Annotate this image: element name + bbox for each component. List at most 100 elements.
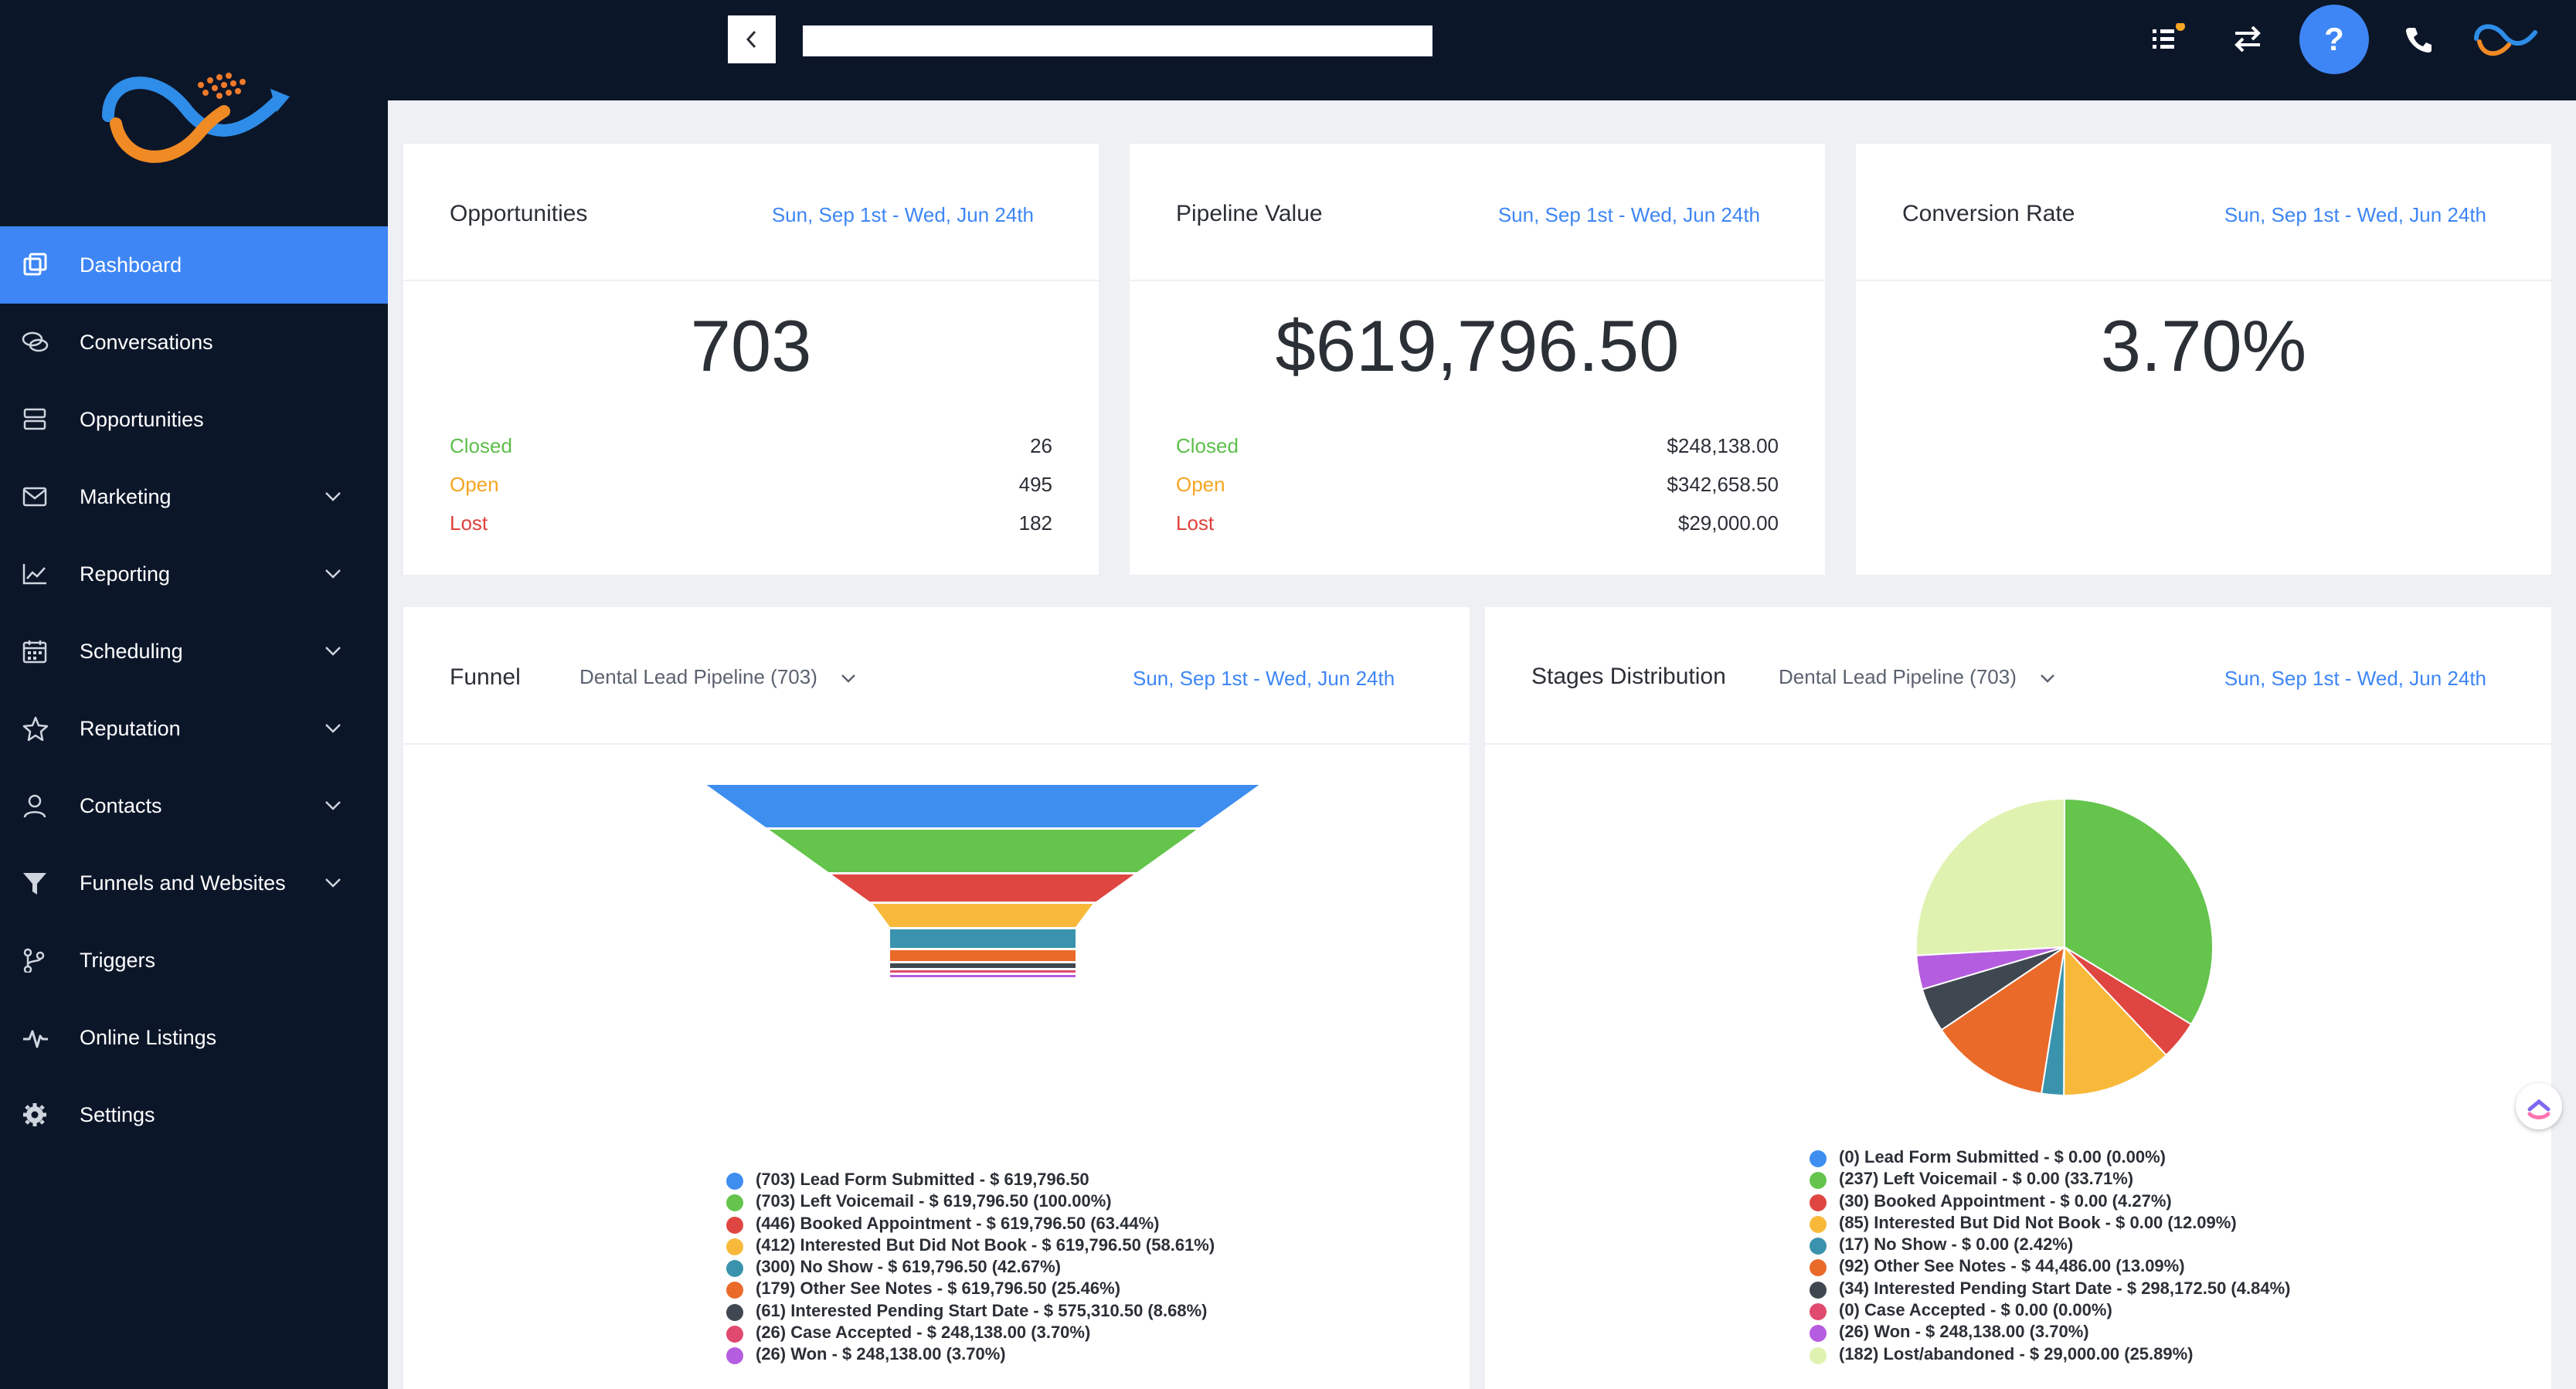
chevron-down-icon <box>325 724 341 733</box>
sidebar-item-funnels-and-websites[interactable]: Funnels and Websites <box>0 844 388 922</box>
chevron-down-icon <box>325 878 341 888</box>
sidebar-item-label: Triggers <box>80 949 156 972</box>
legend-item[interactable]: (26) Won - $ 248,138.00 (3.70%) <box>1810 1321 2290 1343</box>
profile-logo-icon[interactable] <box>2470 15 2540 62</box>
legend-swatch <box>1810 1238 1827 1255</box>
legend-swatch <box>726 1260 743 1278</box>
sidebar-item-label: Dashboard <box>80 253 182 277</box>
legend-item[interactable]: (26) Won - $ 248,138.00 (3.70%) <box>726 1343 1215 1365</box>
sidebar-item-opportunities[interactable]: Opportunities <box>0 381 388 458</box>
legend-item[interactable]: (17) No Show - $ 0.00 (2.42%) <box>1810 1234 2290 1255</box>
sidebar: Dashboard Conversations Opportunities Marke… <box>0 0 388 1389</box>
date-range-link[interactable]: Sun, Sep 1st - Wed, Jun 24th <box>2224 203 2486 226</box>
legend-label: (182) Lost/abandoned - $ 29,000.00 (25.8… <box>1839 1343 2194 1364</box>
stat-label: Closed <box>1176 434 1239 457</box>
legend-label: (26) Case Accepted - $ 248,138.00 (3.70%… <box>756 1323 1091 1343</box>
legend-item[interactable]: (412) Interested But Did Not Book - $ 61… <box>726 1234 1215 1256</box>
legend-item[interactable]: (61) Interested Pending Start Date - $ 5… <box>726 1300 1215 1322</box>
switch-icon[interactable] <box>2231 23 2265 54</box>
collapse-sidebar-button[interactable] <box>728 15 776 63</box>
chevron-down-icon <box>325 492 341 501</box>
stat-label: Open <box>450 473 499 496</box>
stat-label: Closed <box>450 434 512 457</box>
sidebar-item-label: Scheduling <box>80 640 183 663</box>
legend-item[interactable]: (26) Case Accepted - $ 248,138.00 (3.70%… <box>726 1322 1215 1343</box>
stat-row-open: Open 495 <box>450 473 1052 504</box>
sidebar-item-dashboard[interactable]: Dashboard <box>0 226 388 304</box>
legend-item[interactable]: (85) Interested But Did Not Book - $ 0.0… <box>1810 1212 2290 1234</box>
legend-label: (446) Booked Appointment - $ 619,796.50 … <box>756 1213 1160 1233</box>
stat-value: $248,138.00 <box>1667 434 1779 457</box>
sidebar-item-marketing[interactable]: Marketing <box>0 458 388 535</box>
sidebar-item-scheduling[interactable]: Scheduling <box>0 613 388 690</box>
divider <box>1130 280 1825 281</box>
funnel-card: Funnel Dental Lead Pipeline (703) Sun, S… <box>403 607 1470 1389</box>
legend-item[interactable]: (446) Booked Appointment - $ 619,796.50 … <box>726 1213 1215 1234</box>
funnel-segment[interactable] <box>890 975 1076 977</box>
funnel-segment[interactable] <box>831 874 1134 902</box>
floating-widget-button[interactable] <box>2516 1083 2562 1129</box>
legend-item[interactable]: (300) No Show - $ 619,796.50 (42.67%) <box>726 1256 1215 1278</box>
sidebar-item-online-listings[interactable]: Online Listings <box>0 999 388 1076</box>
sidebar-item-reporting[interactable]: Reporting <box>0 535 388 613</box>
company-logo[interactable] <box>93 54 294 178</box>
legend-swatch <box>726 1216 743 1234</box>
sidebar-item-contacts[interactable]: Contacts <box>0 767 388 844</box>
funnel-segment[interactable] <box>890 950 1076 961</box>
sidebar-item-triggers[interactable]: Triggers <box>0 922 388 999</box>
pipeline-dropdown[interactable]: Dental Lead Pipeline (703) <box>1779 665 2056 689</box>
chat-icon <box>22 331 49 352</box>
pie-slice[interactable] <box>2063 945 2168 1096</box>
legend-swatch <box>726 1173 743 1190</box>
date-range-link[interactable]: Sun, Sep 1st - Wed, Jun 24th <box>771 203 1034 226</box>
chevron-down-icon <box>325 569 341 579</box>
location-name-field[interactable] <box>803 25 1432 56</box>
chevron-down-icon <box>325 801 341 810</box>
phone-icon[interactable] <box>2404 25 2432 53</box>
legend-item[interactable]: (182) Lost/abandoned - $ 29,000.00 (25.8… <box>1810 1343 2290 1365</box>
legend-item[interactable]: (237) Left Voicemail - $ 0.00 (33.71%) <box>1810 1168 2290 1190</box>
funnel-segment[interactable] <box>706 785 1259 827</box>
sidebar-item-conversations[interactable]: Conversations <box>0 304 388 381</box>
legend-item[interactable]: (30) Booked Appointment - $ 0.00 (4.27%) <box>1810 1190 2290 1212</box>
funnel-segment[interactable] <box>890 929 1076 948</box>
legend-label: (0) Lead Form Submitted - $ 0.00 (0.00%) <box>1839 1147 2166 1167</box>
sidebar-item-label: Reputation <box>80 717 181 740</box>
sidebar-item-settings[interactable]: Settings <box>0 1076 388 1153</box>
legend-item[interactable]: (92) Other See Notes - $ 44,486.00 (13.0… <box>1810 1255 2290 1277</box>
date-range-link[interactable]: Sun, Sep 1st - Wed, Jun 24th <box>1497 203 1760 226</box>
funnel-segment[interactable] <box>890 963 1076 968</box>
legend-label: (237) Left Voicemail - $ 0.00 (33.71%) <box>1839 1169 2134 1189</box>
person-icon <box>23 794 46 818</box>
legend-item[interactable]: (34) Interested Pending Start Date - $ 2… <box>1810 1278 2290 1299</box>
legend-label: (26) Won - $ 248,138.00 (3.70%) <box>1839 1322 2089 1342</box>
stages-pie-chart <box>1915 797 2214 1097</box>
pie-slice[interactable] <box>1915 797 2065 956</box>
sidebar-item-label: Contacts <box>80 794 162 817</box>
date-range-link[interactable]: Sun, Sep 1st - Wed, Jun 24th <box>1133 667 1395 690</box>
funnel-segment[interactable] <box>769 830 1197 872</box>
pipeline-dropdown[interactable]: Dental Lead Pipeline (703) <box>579 665 857 689</box>
legend-item[interactable]: (0) Case Accepted - $ 0.00 (0.00%) <box>1810 1299 2290 1321</box>
legend-item[interactable]: (703) Left Voicemail - $ 619,796.50 (100… <box>726 1190 1215 1212</box>
help-button[interactable]: ? <box>2299 5 2369 74</box>
legend-item[interactable]: (0) Lead Form Submitted - $ 0.00 (0.00%) <box>1810 1146 2290 1168</box>
legend-swatch <box>1810 1194 1827 1211</box>
stat-label: Lost <box>1176 511 1215 535</box>
legend-item[interactable]: (703) Lead Form Submitted - $ 619,796.50 <box>726 1169 1215 1190</box>
legend-label: (85) Interested But Did Not Book - $ 0.0… <box>1839 1212 2237 1232</box>
sidebar-item-reputation[interactable]: Reputation <box>0 690 388 767</box>
chevron-down-icon <box>2041 674 2054 683</box>
legend-item[interactable]: (179) Other See Notes - $ 619,796.50 (25… <box>726 1278 1215 1299</box>
funnel-segment[interactable] <box>872 904 1093 927</box>
date-range-link[interactable]: Sun, Sep 1st - Wed, Jun 24th <box>2224 667 2486 690</box>
stat-value: 26 <box>1030 434 1052 457</box>
pie-slice[interactable] <box>1940 945 2066 1095</box>
legend-label: (300) No Show - $ 619,796.50 (42.67%) <box>756 1257 1061 1277</box>
task-list-icon[interactable] <box>2149 23 2188 57</box>
legend-swatch <box>1810 1281 1827 1299</box>
legend-label: (61) Interested Pending Start Date - $ 5… <box>756 1300 1208 1320</box>
legend-label: (0) Case Accepted - $ 0.00 (0.00%) <box>1839 1300 2112 1320</box>
pie-slice[interactable] <box>2064 797 2214 1026</box>
funnel-segment[interactable] <box>890 970 1076 973</box>
